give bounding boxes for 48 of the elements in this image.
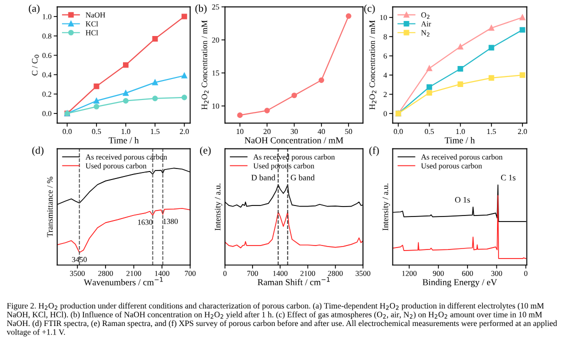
point bbox=[94, 84, 100, 90]
point bbox=[488, 44, 494, 50]
chart-title: (d) bbox=[32, 146, 44, 156]
annotation: O 1s bbox=[455, 197, 470, 203]
point bbox=[182, 72, 188, 78]
chart-title: (f) bbox=[369, 146, 379, 156]
point bbox=[458, 44, 464, 50]
annotation: D band bbox=[251, 174, 276, 180]
point bbox=[264, 108, 270, 114]
point bbox=[94, 104, 100, 110]
chart-title: (e) bbox=[200, 146, 211, 156]
annotation: C 1s bbox=[501, 174, 516, 180]
point bbox=[458, 81, 464, 87]
point bbox=[488, 75, 494, 81]
point bbox=[346, 13, 352, 19]
chart-title: (a) bbox=[28, 4, 40, 14]
x-axis-title: Wavenumbers / cm$^{−1}$ bbox=[84, 277, 163, 286]
point bbox=[520, 72, 526, 78]
x-axis-title: Time / h bbox=[444, 136, 475, 144]
point bbox=[426, 84, 432, 90]
point bbox=[182, 14, 188, 20]
point bbox=[237, 112, 243, 118]
point bbox=[152, 36, 158, 42]
point bbox=[318, 77, 324, 83]
point bbox=[122, 62, 129, 68]
y-axis-title: H$_{2}$O$_{2}$ Concentration / mM bbox=[369, 20, 376, 110]
x-axis-title: Binding Energy / eV bbox=[422, 278, 498, 288]
y-axis-title: Intensity / a.u. bbox=[214, 184, 222, 230]
point bbox=[122, 90, 129, 96]
point bbox=[122, 98, 129, 104]
x-axis-title: Raman Shift / cm$^{−1}$ bbox=[258, 277, 330, 286]
point bbox=[488, 25, 494, 31]
point bbox=[152, 96, 158, 102]
x-axis-title: Time / h bbox=[108, 136, 139, 144]
point bbox=[182, 94, 188, 100]
chart-title: (c) bbox=[364, 4, 375, 14]
y-axis-title: H$_{2}$O$_{2}$ Concentration / mM bbox=[202, 20, 209, 110]
point bbox=[426, 90, 432, 96]
x-axis-title: NaOH Concentration / mM bbox=[244, 137, 344, 144]
y-axis-title: Transmittance / % bbox=[47, 176, 53, 238]
text: Figure 2. H$_{2}$O$_{2}$ production under different conditions and characterization of porous carbon. (a) Time-dependent H$_{2}$O$_{2}$ production in different electrolytes (10 mM NaOH, KCl, HCl). (b) Influence of NaOH concentration on H$_{2}$O$_{2}$ yield after 1 h. (c) Effect of gas atmospheres (O$_{2}$, air, N$_{2}$) on H$_{2}$O$_{2}$ amount over time in 10 mM NaOH. (d) FTIR spectra, (e) Raman spectra, and (f) XPS survey of porous carbon before and after use. All electrochemical measurements were performed at an applied voltage of +1.1 V. bbox=[6, 302, 558, 336]
y-axis-title: C / C$_{0}$ bbox=[32, 54, 39, 76]
chart-title: (b) bbox=[195, 4, 207, 14]
point bbox=[458, 66, 464, 72]
point bbox=[291, 92, 298, 98]
y-axis-title: Intensity / a.u. bbox=[382, 184, 390, 230]
point bbox=[520, 27, 526, 33]
annotation: G band bbox=[290, 174, 315, 180]
